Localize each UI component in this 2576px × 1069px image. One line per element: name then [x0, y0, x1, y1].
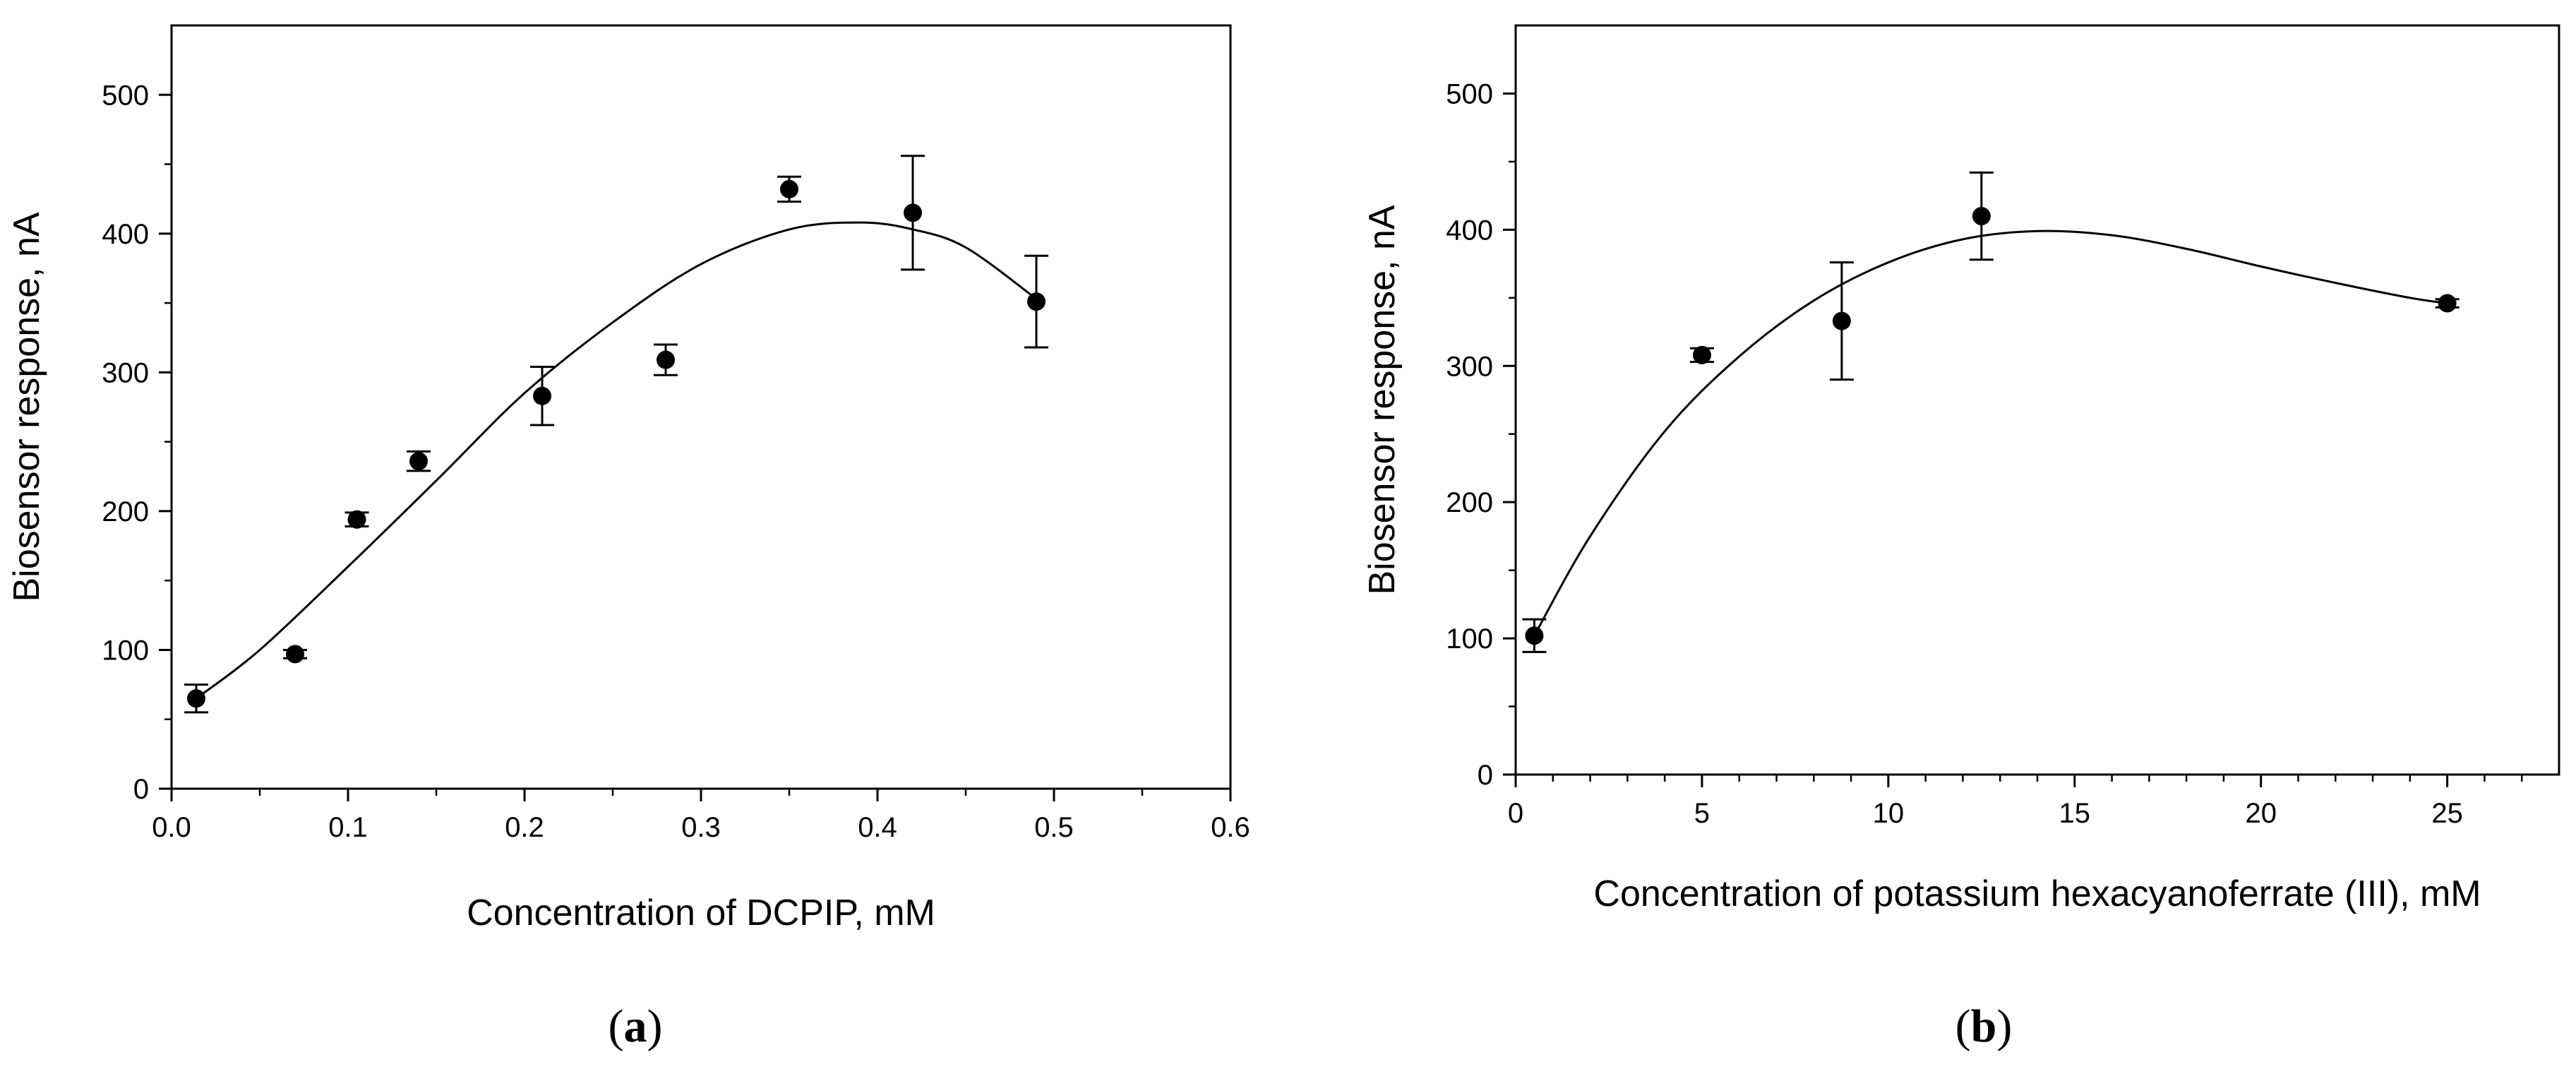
- plot-frame: [170, 24, 1232, 790]
- y-tick-label: 0: [133, 774, 149, 805]
- x-tick-label: 0.1: [328, 812, 368, 843]
- panel-label: (b): [1955, 1001, 2013, 1052]
- x-tick-label: 0.5: [1034, 812, 1074, 843]
- x-tick-label: 10: [1873, 798, 1905, 829]
- panel-letter: b: [1971, 1001, 1997, 1052]
- y-tick-label: 500: [1446, 78, 1493, 109]
- y-tick-label: 300: [1446, 351, 1493, 382]
- data-point: [1692, 345, 1711, 364]
- data-point: [657, 350, 675, 369]
- chart-panel-a: 0.0 0.1 0.2 0.3 0.4 0.5 0.6 0 100 200 300 400 500 Con…: [6, 24, 1250, 1052]
- fit-curve: [1533, 229, 2448, 636]
- y-tick-label: 400: [1446, 215, 1493, 246]
- fit-curve: [196, 221, 1037, 700]
- y-tick-label: 500: [102, 80, 149, 111]
- data-point: [1027, 292, 1046, 311]
- x-tick-label: 0.6: [1211, 812, 1250, 843]
- y-axis-title: Biosensor response, nA: [6, 212, 47, 602]
- data-point: [1525, 626, 1544, 645]
- x-tick-label: 0: [1508, 798, 1523, 829]
- x-tick-label: 20: [2245, 798, 2277, 829]
- x-tick-label: 0.3: [681, 812, 721, 843]
- y-tick-label: 0: [1478, 760, 1493, 791]
- y-tick-label: 100: [102, 635, 149, 666]
- x-tick-label: 0.0: [152, 812, 191, 843]
- data-point: [187, 689, 205, 708]
- y-tick-label: 300: [102, 357, 149, 388]
- x-tick-label: 15: [2059, 798, 2091, 829]
- data-point: [1832, 311, 1851, 330]
- y-tick-label: 400: [102, 219, 149, 250]
- panel-label: (a): [609, 1001, 663, 1052]
- data-point: [409, 452, 428, 471]
- data-point: [533, 386, 551, 405]
- chart-panel-b: 0 5 10 15 20 25 0 100 200 300 400 500 Concentration …: [1362, 24, 2560, 1052]
- data-point: [904, 203, 922, 222]
- x-tick-label: 0.4: [858, 812, 897, 843]
- y-tick-label: 100: [1446, 623, 1493, 655]
- data-point: [347, 510, 366, 529]
- x-axis-title: Concentration of DCPIP, mM: [467, 892, 935, 933]
- data-point: [2438, 294, 2457, 313]
- data-point: [1972, 207, 1991, 226]
- y-tick-label: 200: [102, 496, 149, 527]
- x-tick-label: 25: [2431, 798, 2463, 829]
- x-tick-label: 5: [1694, 798, 1710, 829]
- x-tick-label: 0.2: [505, 812, 544, 843]
- panel-letter: a: [624, 1001, 647, 1052]
- y-axis-title: Biosensor response, nA: [1362, 205, 1403, 595]
- data-point: [780, 179, 798, 198]
- plot-frame: [1514, 24, 2560, 776]
- data-point: [286, 645, 304, 664]
- x-axis-title: Concentration of potassium hexacyanoferr…: [1593, 873, 2481, 914]
- y-tick-label: 200: [1446, 487, 1493, 518]
